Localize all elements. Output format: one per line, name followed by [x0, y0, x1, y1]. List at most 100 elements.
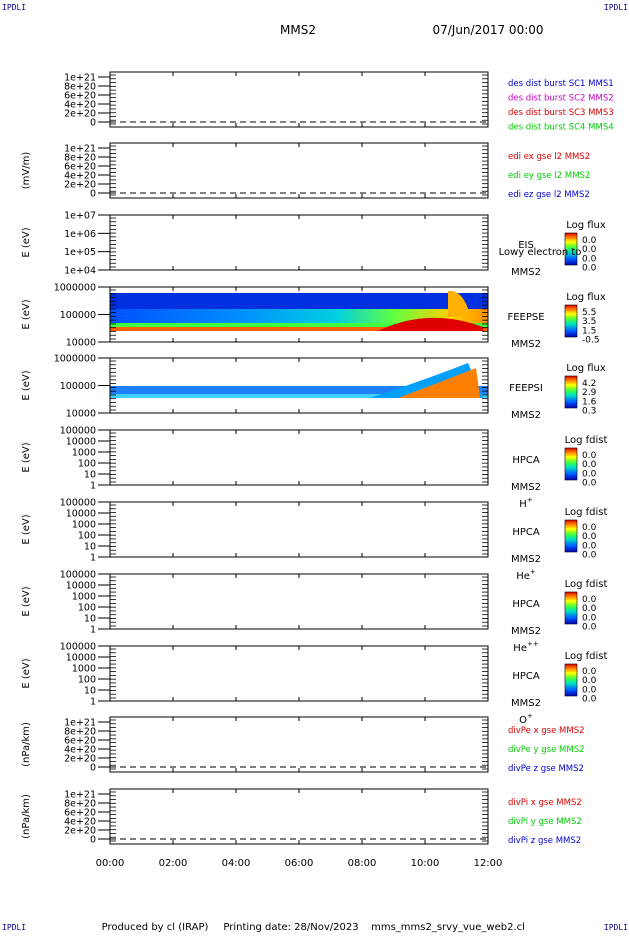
y-tick-label: 1	[90, 553, 96, 564]
legend-entry: divPe x gse MMS2	[508, 726, 585, 736]
colorbar-tick-label: 3.5	[582, 317, 596, 327]
y-tick-label: 1e+07	[64, 211, 96, 222]
species-label: He++	[513, 640, 539, 654]
y-tick-label: 1000000	[54, 354, 96, 365]
corner-label-bottom-right: IPDLI	[603, 923, 628, 932]
colorbar-tick-label: 0.0	[582, 523, 597, 533]
spectrogram-mid-energy-band	[110, 309, 488, 325]
colorbar-tick-label: 0.0	[582, 595, 597, 605]
spacecraft-label: MMS2	[511, 410, 541, 421]
y-tick-label: 100000	[60, 642, 96, 653]
y-tick-label: 1000	[72, 520, 96, 531]
y-tick-label: 2e+20	[64, 180, 96, 191]
y-tick-label: 10	[84, 614, 96, 625]
y-tick-label: 8e+20	[64, 799, 96, 810]
y-tick-label: 6e+20	[64, 91, 96, 102]
y-tick-label: 0	[90, 189, 96, 200]
instrument-label: HPCA	[512, 671, 540, 682]
spectrogram-low-energy-band	[110, 327, 488, 331]
time-axis-label: 10:00	[411, 858, 440, 869]
colorbar-title: Log flux	[566, 292, 606, 303]
y-axis-label: (nPa/km)	[21, 794, 32, 839]
panel-frame	[109, 573, 489, 630]
y-tick-label: 100000	[60, 426, 96, 437]
legend-entry: divPi x gse MMS2	[508, 798, 582, 808]
y-tick-label: 4e+20	[64, 745, 96, 756]
overlay-note: Lowy electron to	[499, 247, 582, 258]
spectrogram-enhancement	[398, 368, 480, 398]
time-axis-label: 06:00	[285, 858, 314, 869]
spacecraft-label: MMS2	[511, 267, 541, 278]
legend-entry: des dist burst SC2 MMS2	[508, 94, 614, 104]
y-tick-label: 2e+20	[64, 109, 96, 120]
y-tick-label: 1	[90, 481, 96, 492]
colorbar-tick-label: 1.6	[582, 397, 597, 407]
y-tick-label: 4e+20	[64, 817, 96, 828]
y-tick-label: 100	[78, 603, 96, 614]
y-tick-label: 1e+06	[64, 229, 96, 240]
colorbar-tick-label: 0.0	[582, 667, 597, 677]
colorbar	[564, 304, 578, 338]
legend-entry: edi ex gse l2 MMS2	[508, 152, 590, 162]
y-tick-label: 6e+20	[64, 808, 96, 819]
colorbar-tick-label: 1.5	[582, 326, 596, 336]
spacecraft-label: MMS2	[511, 339, 541, 350]
y-tick-label: 1	[90, 625, 96, 636]
panel-4: 1000000 100000 10000 E (eV) FEEPSE MMS2 Log fl…	[21, 283, 606, 351]
colorbar-title: Log fdist	[565, 579, 608, 590]
y-tick-label: 100	[78, 531, 96, 542]
y-tick-label: 6e+20	[64, 736, 96, 747]
y-tick-label: 1e+21	[64, 718, 96, 729]
legend-entry: edi ez gse l2 MMS2	[508, 190, 590, 200]
footer-produced-by: Produced by cl (IRAP)	[102, 922, 209, 933]
colorbar-tick-label: 0.0	[582, 541, 597, 551]
y-tick-label: 10	[84, 542, 96, 553]
spectrogram-low-mid-band	[110, 323, 488, 329]
colorbar-tick-label: 0.0	[582, 604, 597, 614]
species-label: O+	[519, 712, 533, 726]
time-axis-label: 08:00	[348, 858, 377, 869]
y-axis-label: (nPa/km)	[21, 722, 32, 767]
y-tick-label: 1e+04	[64, 266, 96, 277]
y-axis-label: E (eV)	[21, 370, 32, 400]
y-tick-label: 10000	[66, 409, 96, 420]
colorbar-tick-label: 0.0	[582, 685, 597, 695]
legend-entry: des dist burst SC4 MMS4	[508, 123, 614, 133]
colorbar-tick-label: 4.2	[582, 379, 596, 389]
y-tick-label: 2e+20	[64, 754, 96, 765]
y-tick-label: 1000	[72, 448, 96, 459]
spacecraft-label: MMS2	[511, 698, 541, 709]
colorbar-tick-label: 0.0	[582, 676, 597, 686]
instrument-label: FEEPSE	[507, 312, 544, 323]
legend-entry: des dist burst SC1 MMS1	[508, 79, 614, 89]
instrument-label: EIS	[518, 240, 534, 251]
corner-label-top-right: IPDLI	[603, 3, 628, 12]
legend-entry: divPi z gse MMS2	[508, 836, 581, 846]
panel-3: 1e+07 1e+06 1e+05 1e+04 E (eV) EIS MMS2 Log flu…	[21, 211, 606, 279]
colorbar-tick-label: 0.0	[582, 460, 597, 470]
colorbar-tick-label: 0.0	[582, 613, 597, 623]
y-tick-label: 1000000	[54, 283, 96, 294]
colorbar-tick-label: 0.0	[582, 695, 597, 705]
colorbar	[564, 519, 578, 553]
colorbar-title: Log fdist	[565, 507, 608, 518]
y-tick-label: 2e+20	[64, 826, 96, 837]
colorbar-tick-label: 0.0	[582, 551, 597, 561]
panel-frame	[109, 788, 489, 845]
panel-frame	[109, 645, 489, 702]
y-tick-label: 100000	[60, 570, 96, 581]
y-tick-label: 0	[90, 835, 96, 846]
y-tick-label: 10000	[66, 437, 96, 448]
y-tick-label: 10000	[66, 653, 96, 664]
y-tick-label: 1e+21	[64, 790, 96, 801]
panel-frame	[109, 501, 489, 558]
y-tick-label: 8e+20	[64, 153, 96, 164]
footer-file: mms_mms2_srvy_vue_web2.cl	[371, 922, 525, 933]
y-tick-label: 100000	[60, 310, 96, 321]
